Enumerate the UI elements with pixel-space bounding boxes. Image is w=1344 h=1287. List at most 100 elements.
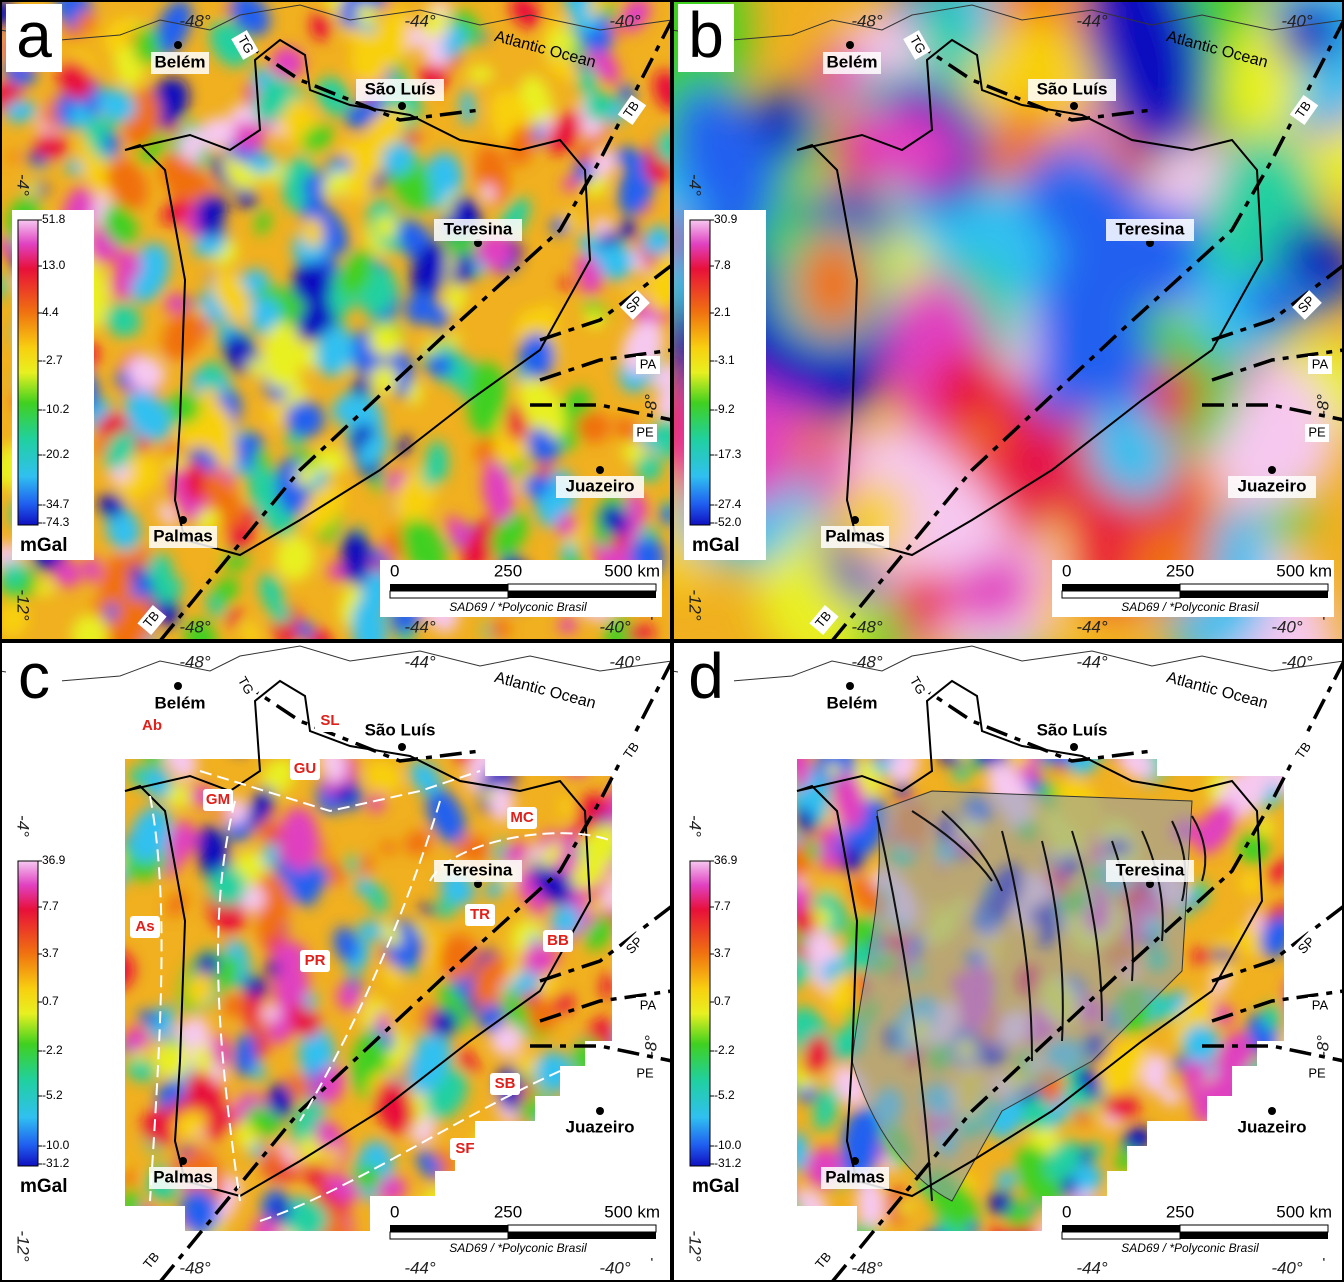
- field-blob: [44, 782, 87, 825]
- scale-bar: [1180, 1232, 1328, 1239]
- city-dot: [179, 1157, 187, 1165]
- region-label: TR: [470, 906, 490, 923]
- field-blob: [252, 1237, 302, 1282]
- colorbar-label: -10.0: [42, 1138, 70, 1152]
- field-blob: [1182, 698, 1216, 741]
- colorbar-label: -10.0: [714, 1138, 742, 1152]
- field-blob: [84, 667, 124, 706]
- colorbar-label: 13.0: [42, 258, 66, 272]
- field-blob: [46, 814, 80, 848]
- field-blob: [626, 691, 645, 710]
- scale-label: 0: [390, 1202, 399, 1221]
- field-blob: [908, 706, 930, 733]
- lon-label: -44°: [1076, 617, 1108, 636]
- field-blob: [645, 929, 680, 961]
- colorbar-label: -27.4: [714, 497, 742, 511]
- region-label: As: [135, 918, 154, 935]
- field-blob: [1253, 1155, 1275, 1182]
- city-label: Teresina: [1116, 860, 1185, 879]
- field-blob: [86, 1214, 126, 1260]
- field-blob: [0, 776, 20, 809]
- scale-bar: [508, 591, 656, 598]
- city-label: Palmas: [825, 1167, 885, 1186]
- lon-label: -48°: [851, 652, 883, 671]
- ocean-label: Atlantic Ocean: [493, 669, 598, 712]
- field-blob: [615, 811, 631, 825]
- lon-label: -48°: [851, 11, 883, 30]
- field-blob: [1245, 644, 1272, 678]
- field-blob: [1065, 673, 1113, 727]
- field-blob: [1320, 879, 1344, 904]
- lon-label: -40°: [1281, 652, 1313, 671]
- page: BelémSão LuísTeresinaJuazeiroPalmasAtlan…: [0, 0, 1344, 1282]
- field-blob: [748, 1240, 785, 1282]
- colorbar-label: 0.7: [714, 994, 731, 1008]
- field-blob: [613, 860, 654, 908]
- lat-label: -4°: [686, 174, 705, 196]
- city-dot: [174, 682, 182, 690]
- field-blob: [597, 1149, 627, 1197]
- field-blob: [237, 1258, 268, 1282]
- field-blob: [79, 748, 113, 789]
- field-blob: [751, 736, 798, 785]
- field-blob: [773, 1075, 800, 1102]
- scale-bar: [1180, 1225, 1328, 1232]
- city-label: Juazeiro: [566, 1117, 635, 1136]
- projection-label: SAD69 / *Polyconic Brasil: [1121, 1241, 1259, 1255]
- field-blob: [67, 736, 115, 781]
- field-blob: [1317, 817, 1344, 860]
- scale-bar: [390, 1225, 508, 1232]
- field-blob: [530, 733, 573, 770]
- colorbar-unit: mGal: [20, 535, 68, 556]
- field-blob: [32, 1197, 78, 1252]
- field-blob: [620, 678, 648, 704]
- field-blob: [387, 670, 442, 728]
- fault-label: PE: [636, 424, 654, 439]
- field-blob: [573, 1073, 604, 1105]
- field-blob: [907, 1238, 972, 1282]
- field-blob: [1024, 644, 1039, 671]
- colorbar-label: 36.9: [714, 853, 738, 867]
- colorbar-label: -2.7: [42, 353, 63, 367]
- colorbar-label: 7.7: [714, 899, 731, 913]
- scale-bar: [508, 584, 656, 591]
- field-blob: [1320, 676, 1344, 699]
- colorbar-label: 4.4: [42, 305, 59, 319]
- lon-label: -40°: [599, 617, 631, 636]
- projection-label: SAD69 / *Polyconic Brasil: [449, 1241, 587, 1255]
- field-blob: [496, 1182, 518, 1202]
- colorbar-label: -2.2: [714, 1043, 735, 1057]
- field-blob: [757, 806, 788, 833]
- scale-bar: [390, 1232, 508, 1239]
- field-blob: [790, 1222, 822, 1254]
- fault-label: PA: [640, 356, 657, 371]
- field-blob: [100, 1157, 125, 1179]
- field-blob: [1236, 1157, 1256, 1185]
- field-blob: [249, 1246, 268, 1263]
- panel: BelémSão LuísTeresinaJuazeiroPalmasAtlan…: [644, 606, 1344, 1282]
- field-blob: [6, 766, 25, 785]
- field-blob: [78, 684, 114, 722]
- field-blob: [1281, 676, 1315, 720]
- field-blob: [75, 1214, 111, 1238]
- scale-label: 0: [390, 561, 399, 580]
- lat-label: -4°: [686, 815, 705, 837]
- field-blob: [273, 1231, 288, 1246]
- field-blob: [1208, 701, 1228, 722]
- scale-label: 500 km: [604, 1202, 660, 1221]
- field-blob: [57, 687, 97, 723]
- lat-label: -12°: [686, 1230, 705, 1262]
- field-blob: [396, 676, 416, 712]
- field-blob: [1315, 862, 1344, 898]
- region-label: SL: [320, 712, 339, 729]
- city-label: Belém: [154, 693, 205, 712]
- city-dot: [1070, 743, 1078, 751]
- field-blob: [643, 843, 685, 885]
- field-blob: [621, 832, 687, 902]
- colorbar-label: 3.7: [714, 946, 731, 960]
- lon-label: -44°: [404, 11, 436, 30]
- field-blob: [0, 746, 25, 790]
- field-blob: [312, 1239, 340, 1270]
- colorbar-label: -34.7: [42, 497, 70, 511]
- coastline: [672, 646, 1344, 681]
